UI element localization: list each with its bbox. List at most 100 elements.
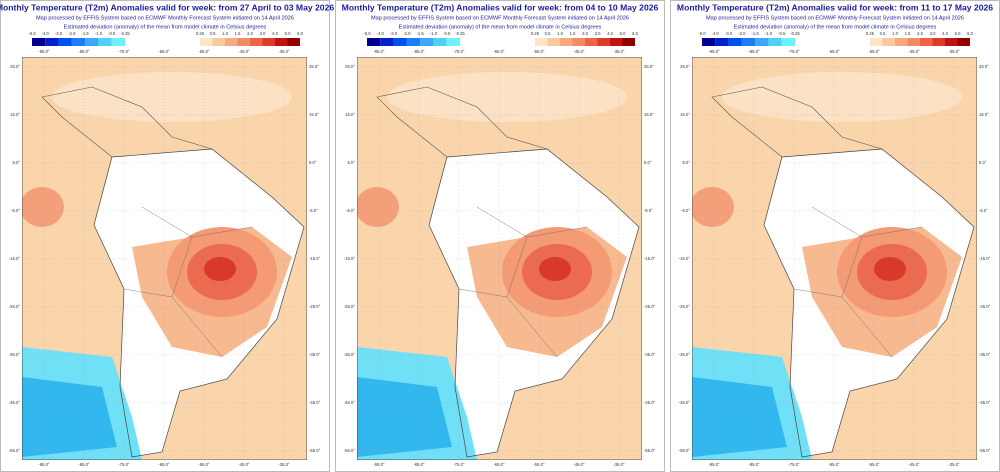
lat-label: -35.0° xyxy=(344,352,356,357)
lon-label: -85.0° xyxy=(413,49,425,54)
colorbar-cell xyxy=(367,38,381,46)
lon-label: -45.0° xyxy=(573,462,585,467)
lon-label: -35.0° xyxy=(948,49,960,54)
colorbar-cell xyxy=(768,38,782,46)
lat-label: -15.0° xyxy=(344,256,356,261)
lon-label: -75.0° xyxy=(453,462,465,467)
lat-label: -55.0° xyxy=(344,448,356,453)
lat-label: -55.0° xyxy=(644,448,656,453)
colorbar-label: 0.25 xyxy=(866,31,875,36)
colorbar-cell xyxy=(535,38,548,46)
lat-label: -25.0° xyxy=(309,304,321,309)
colorbar-cell xyxy=(957,38,970,46)
lat-label: -55.0° xyxy=(679,448,691,453)
panel-subtitle: Map processed by EFFIS System based on E… xyxy=(706,15,964,21)
lat-label: -15.0° xyxy=(309,256,321,261)
colorbar-label: -0.25 xyxy=(120,31,130,36)
colorbar-label: 3.0 xyxy=(260,31,266,36)
panel-note: Estimated deviation (anomaly) of the mea… xyxy=(64,24,267,30)
lat-label: -35.0° xyxy=(644,352,656,357)
colorbar-cell xyxy=(702,38,716,46)
lon-label: -65.0° xyxy=(828,49,840,54)
lat-label: 5.0° xyxy=(979,160,987,165)
lat-label: 5.0° xyxy=(309,160,317,165)
lat-label: 15.0° xyxy=(979,112,989,117)
colorbar-cell xyxy=(755,38,769,46)
lon-label: -65.0° xyxy=(493,462,505,467)
lon-label: -55.0° xyxy=(868,49,880,54)
panel: Monthly Temperature (T2m) Anomalies vali… xyxy=(0,0,334,472)
panel: Monthly Temperature (T2m) Anomalies vali… xyxy=(335,0,665,472)
lon-label: -55.0° xyxy=(198,462,210,467)
lat-label: -35.0° xyxy=(9,352,21,357)
lat-label: 25.0° xyxy=(10,64,20,69)
colorbar-label: -1.5 xyxy=(752,31,760,36)
colorbar-cell xyxy=(597,38,610,46)
lat-label: -45.0° xyxy=(644,400,656,405)
colorbar-label: -0.5 xyxy=(108,31,116,36)
colorbar-label: 3.0 xyxy=(930,31,936,36)
colorbar-label: 0.5 xyxy=(210,31,216,36)
colorbar-cell xyxy=(560,38,573,46)
colorbar-cell xyxy=(433,38,447,46)
colorbar-label: -0.5 xyxy=(778,31,786,36)
colorbar-cell xyxy=(262,38,275,46)
lon-label: -35.0° xyxy=(278,462,290,467)
colorbar-cell xyxy=(85,38,99,46)
lon-label: -35.0° xyxy=(613,462,625,467)
lat-label: -5.0° xyxy=(979,208,988,213)
lat-label: 15.0° xyxy=(680,112,690,117)
lat-label: -35.0° xyxy=(979,352,991,357)
lat-label: 15.0° xyxy=(644,112,654,117)
colorbar-label: -6.0 xyxy=(363,31,371,36)
colorbar-cell xyxy=(781,38,795,46)
lat-label: -35.0° xyxy=(309,352,321,357)
lat-label: 15.0° xyxy=(345,112,355,117)
lat-label: -25.0° xyxy=(9,304,21,309)
colorbar-cell xyxy=(585,38,598,46)
lat-label: 5.0° xyxy=(644,160,652,165)
colorbar-label: -1.5 xyxy=(417,31,425,36)
colorbar-cell xyxy=(32,38,46,46)
colorbar-label: 4.0 xyxy=(607,31,613,36)
lat-label: -45.0° xyxy=(9,400,21,405)
lat-label: -35.0° xyxy=(679,352,691,357)
lon-label: -45.0° xyxy=(908,462,920,467)
lon-label: -75.0° xyxy=(118,49,130,54)
colorbar-cell xyxy=(380,38,394,46)
lat-label: 5.0° xyxy=(683,160,691,165)
lon-label: -35.0° xyxy=(278,49,290,54)
map xyxy=(355,57,642,460)
colorbar-cell xyxy=(111,38,125,46)
colorbar-label: 0.5 xyxy=(545,31,551,36)
colorbar-cell xyxy=(393,38,407,46)
lon-label: -45.0° xyxy=(908,49,920,54)
colorbar-cell xyxy=(907,38,920,46)
colorbar-label: 3.0 xyxy=(595,31,601,36)
lat-label: 25.0° xyxy=(345,64,355,69)
lon-label: -65.0° xyxy=(158,49,170,54)
lat-label: 25.0° xyxy=(979,64,989,69)
colorbar-cell xyxy=(728,38,742,46)
colorbar-cell xyxy=(572,38,585,46)
colorbar-label: -0.25 xyxy=(455,31,465,36)
colorbar-cell xyxy=(287,38,300,46)
lon-label: -65.0° xyxy=(828,462,840,467)
colorbar-label: 2.0 xyxy=(247,31,253,36)
lat-label: -25.0° xyxy=(979,304,991,309)
lon-label: -85.0° xyxy=(78,49,90,54)
lat-label: -5.0° xyxy=(309,208,318,213)
colorbar-label: 0.5 xyxy=(880,31,886,36)
colorbar-cell xyxy=(237,38,250,46)
colorbar-label: 4.0 xyxy=(272,31,278,36)
lon-label: -95.0° xyxy=(708,462,720,467)
lon-label: -45.0° xyxy=(238,462,250,467)
lat-label: -45.0° xyxy=(344,400,356,405)
lon-label: -45.0° xyxy=(573,49,585,54)
lat-label: 15.0° xyxy=(10,112,20,117)
colorbar-label: 1.5 xyxy=(905,31,911,36)
lon-label: -65.0° xyxy=(158,462,170,467)
lon-label: -55.0° xyxy=(198,49,210,54)
colorbar-label: 5.0 xyxy=(285,31,291,36)
lon-label: -65.0° xyxy=(493,49,505,54)
